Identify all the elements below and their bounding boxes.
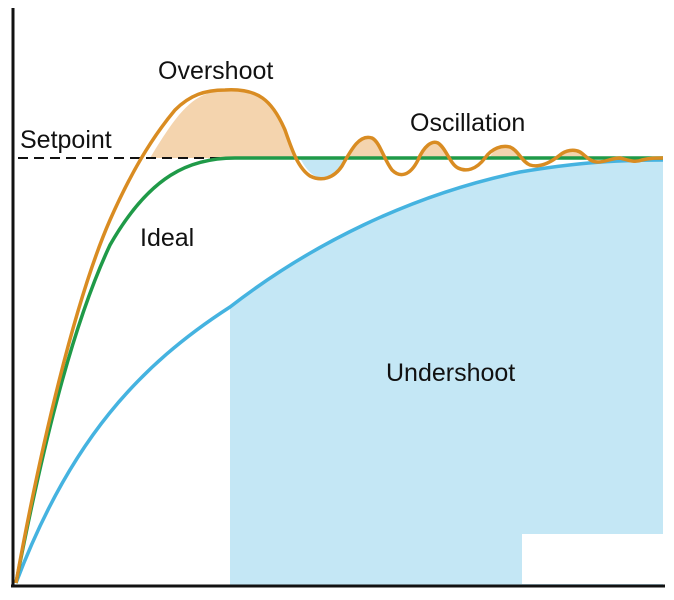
undershoot-curve (14, 158, 664, 584)
ideal-label: Ideal (140, 224, 194, 252)
undershoot-region (230, 160, 663, 585)
setpoint-label: Setpoint (20, 126, 112, 154)
oscillation-dip-region (300, 158, 346, 178)
overshoot-label: Overshoot (158, 57, 273, 85)
overshoot-oscillation-curve (14, 88, 664, 584)
overshoot-region (150, 89, 296, 158)
corner-box (522, 534, 666, 584)
undershoot-label: Undershoot (386, 359, 515, 387)
oscillation-label: Oscillation (410, 109, 525, 137)
